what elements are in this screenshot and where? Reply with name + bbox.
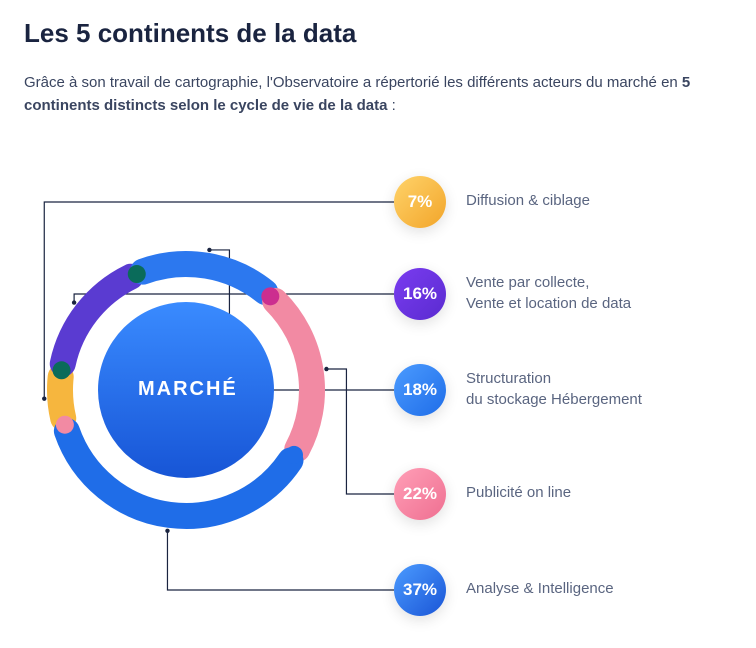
legend-label: Diffusion & ciblage [466, 191, 590, 211]
percent-badge: 22% [394, 468, 446, 520]
lead-text-after: : [387, 97, 395, 114]
legend-item: 22% Publicité on line [394, 468, 571, 520]
radial-chart: MARCHÉ 7% Diffusion & ciblage 16% Vente par… [24, 168, 732, 648]
legend-item: 7% Diffusion & ciblage [394, 176, 590, 228]
page-title: Les 5 continents de la data [24, 18, 732, 49]
percent-badge: 18% [394, 364, 446, 416]
legend-label: Structurationdu stockage Hébergement [466, 369, 642, 410]
lead-paragraph: Grâce à son travail de cartographie, l'O… [24, 71, 704, 118]
percent-badge: 37% [394, 564, 446, 616]
legend-item: 37% Analyse & Intelligence [394, 564, 614, 616]
legend-label: Analyse & Intelligence [466, 579, 614, 599]
percent-badge: 7% [394, 176, 446, 228]
legend-label: Publicité on line [466, 483, 571, 503]
lead-text-plain: Grâce à son travail de cartographie, l'O… [24, 74, 682, 91]
legend-item: 16% Vente par collecte,Vente et location … [394, 268, 631, 320]
chart-center-label: MARCHÉ [138, 378, 238, 401]
legend-label: Vente par collecte,Vente et location de … [466, 273, 631, 314]
percent-badge: 16% [394, 268, 446, 320]
legend-item: 18% Structurationdu stockage Hébergement [394, 364, 642, 416]
